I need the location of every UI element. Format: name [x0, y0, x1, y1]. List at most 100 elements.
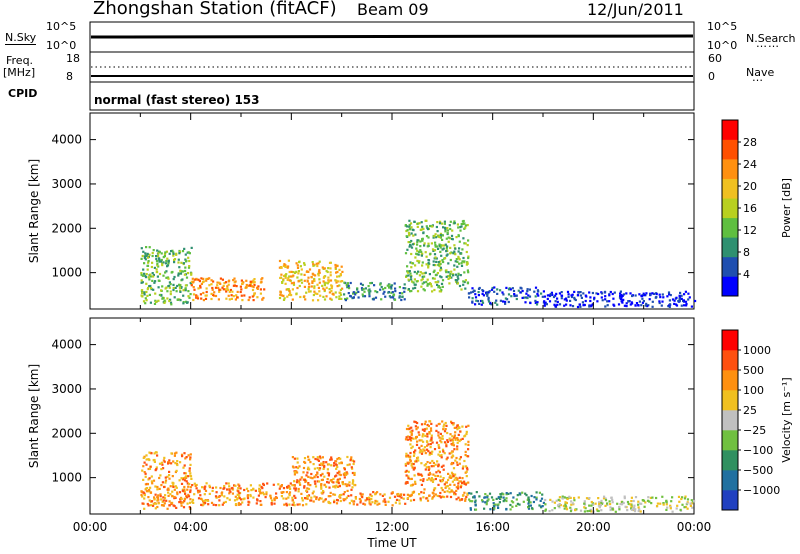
- data-cell: [329, 479, 332, 482]
- data-cell: [400, 496, 403, 499]
- data-cell: [313, 476, 316, 479]
- data-cell: [313, 287, 316, 290]
- data-cell: [173, 495, 176, 499]
- data-cell: [442, 477, 445, 480]
- data-cell: [151, 251, 154, 255]
- data-cell: [507, 300, 510, 304]
- data-cell: [455, 426, 458, 429]
- data-cell: [438, 454, 442, 457]
- data-cell: [146, 268, 149, 271]
- data-cell: [441, 234, 444, 237]
- data-cell: [181, 250, 185, 253]
- data-cell: [313, 285, 316, 288]
- data-cell: [212, 503, 215, 506]
- data-cell: [163, 497, 167, 500]
- data-cell: [189, 490, 192, 494]
- data-cell: [179, 272, 183, 275]
- data-cell: [416, 249, 419, 252]
- data-cell: [414, 286, 417, 289]
- data-cell: [577, 496, 580, 499]
- data-cell: [179, 289, 182, 292]
- data-cell: [149, 491, 152, 494]
- data-cell: [623, 495, 626, 498]
- data-cell: [352, 292, 355, 295]
- data-cell: [528, 288, 531, 291]
- data-cell: [176, 493, 179, 496]
- data-cell: [558, 496, 561, 499]
- data-cell: [409, 272, 412, 275]
- data-cell: [144, 297, 147, 300]
- data-cell: [422, 478, 425, 481]
- data-cell: [548, 510, 551, 513]
- data-cell: [475, 299, 478, 302]
- data-cell: [558, 503, 561, 506]
- colorbar-segment: [722, 490, 738, 511]
- data-cell: [451, 454, 454, 457]
- data-cell: [159, 260, 163, 263]
- data-cell: [247, 500, 250, 503]
- data-cell: [448, 276, 452, 279]
- data-cell: [448, 282, 451, 285]
- data-cell: [172, 484, 175, 487]
- data-cell: [441, 285, 444, 288]
- data-cell: [665, 508, 668, 511]
- data-cell: [457, 496, 460, 499]
- data-cell: [323, 288, 326, 291]
- data-cell: [419, 497, 422, 500]
- data-cell: [222, 288, 225, 291]
- data-cell: [183, 472, 186, 475]
- data-cell: [641, 297, 644, 300]
- data-cell: [145, 458, 148, 461]
- data-cell: [453, 220, 456, 223]
- data-cell: [213, 291, 216, 294]
- data-cell: [433, 253, 437, 256]
- data-cell: [413, 420, 416, 423]
- data-cell: [167, 491, 170, 494]
- data-cell: [285, 288, 288, 291]
- data-cell: [201, 486, 204, 489]
- data-cell: [289, 482, 292, 485]
- data-cell: [291, 298, 294, 301]
- data-cell: [455, 461, 459, 464]
- freq-strip-frame: [89, 51, 695, 83]
- data-cell: [393, 298, 397, 301]
- data-cell: [311, 477, 314, 480]
- data-cell: [308, 285, 311, 288]
- data-cell: [480, 303, 483, 306]
- data-cell: [450, 237, 454, 240]
- data-cell: [420, 462, 423, 465]
- data-cell: [456, 424, 459, 427]
- data-cell: [368, 502, 371, 505]
- data-cell: [475, 491, 478, 494]
- data-cell: [427, 264, 430, 267]
- data-cell: [486, 291, 489, 294]
- data-cell: [453, 493, 456, 496]
- data-cell: [410, 477, 413, 480]
- data-cell: [439, 275, 442, 278]
- data-cell: [406, 265, 409, 268]
- data-cell: [436, 474, 439, 478]
- data-cell: [430, 436, 433, 439]
- data-cell: [335, 467, 338, 470]
- data-cell: [170, 303, 173, 306]
- data-cell: [191, 277, 194, 280]
- data-cell: [289, 275, 293, 278]
- data-cell: [342, 498, 345, 501]
- data-cell: [163, 255, 166, 258]
- data-cell: [439, 439, 442, 442]
- data-cell: [391, 296, 394, 299]
- data-cell: [185, 496, 189, 499]
- data-cell: [253, 281, 256, 284]
- data-cell: [428, 467, 431, 470]
- data-cell: [378, 502, 381, 505]
- data-cell: [456, 282, 459, 285]
- data-cell: [433, 288, 436, 292]
- data-cell: [410, 436, 413, 439]
- data-cell: [382, 288, 385, 291]
- data-cell: [421, 282, 424, 285]
- data-cell: [290, 294, 293, 297]
- data-cell: [441, 495, 444, 498]
- data-cell: [656, 502, 659, 505]
- data-cell: [412, 437, 415, 440]
- data-cell: [634, 294, 637, 297]
